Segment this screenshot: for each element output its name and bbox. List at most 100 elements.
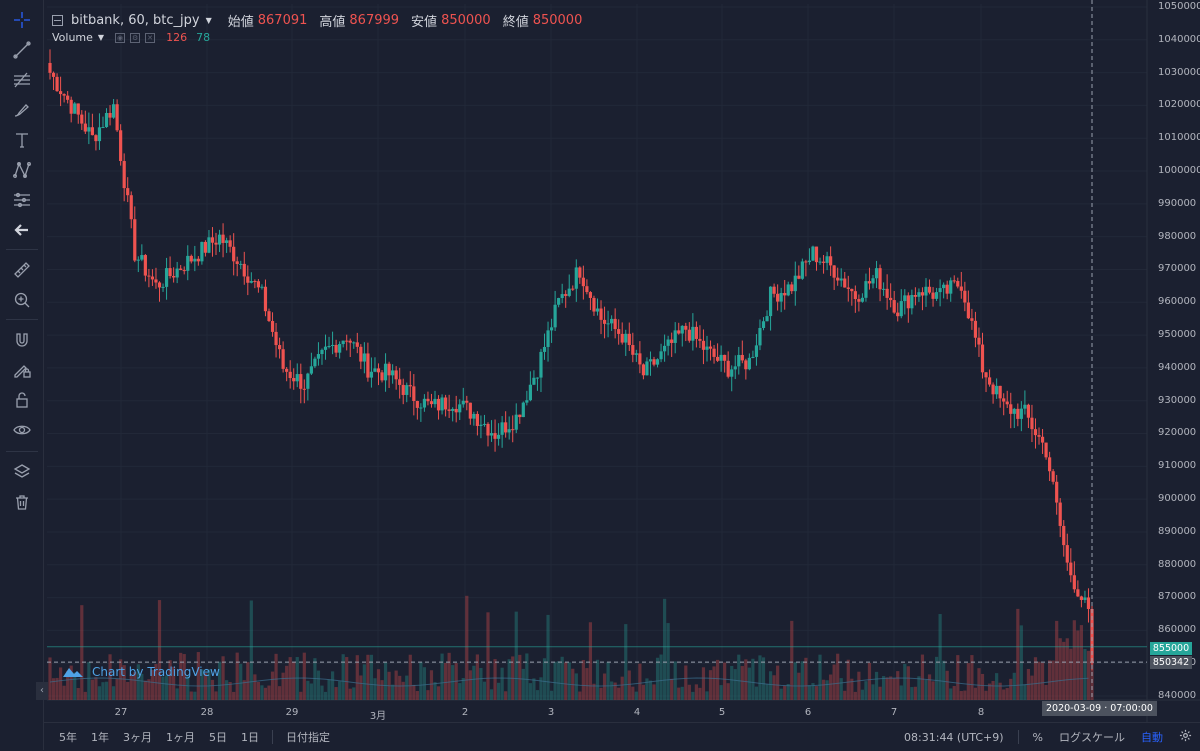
time-tick: 28 <box>200 707 214 718</box>
percent-toggle[interactable]: % <box>1032 730 1043 744</box>
volume-label[interactable]: Volume <box>52 31 93 44</box>
volume-bar <box>631 686 635 700</box>
volume-bar <box>507 659 511 700</box>
candle-body <box>458 404 462 413</box>
candle-body <box>327 346 331 348</box>
volume-bar <box>864 681 868 700</box>
layers-icon[interactable] <box>8 460 36 484</box>
candle-body <box>426 398 430 402</box>
candle-body <box>617 329 621 334</box>
candle-body <box>610 318 614 324</box>
volume-bar <box>277 686 282 700</box>
volume-bar <box>903 663 907 700</box>
range-5y-button[interactable]: 5年 <box>59 730 77 744</box>
range-3m-button[interactable]: 3ヶ月 <box>123 730 152 744</box>
close-icon[interactable]: ✕ <box>145 32 156 43</box>
candle-body <box>595 308 600 312</box>
candle-body <box>150 276 155 280</box>
candle-body <box>500 422 504 435</box>
volume-bar <box>542 658 547 700</box>
fib-icon[interactable] <box>8 68 36 92</box>
zoom-icon[interactable] <box>8 288 36 312</box>
price-chart[interactable] <box>0 0 1200 722</box>
volume-bar <box>567 662 571 700</box>
candle-body <box>299 374 303 389</box>
candle-body <box>489 433 494 436</box>
brush-icon[interactable] <box>8 98 36 122</box>
candle-body <box>670 339 674 343</box>
range-1y-button[interactable]: 1年 <box>91 730 109 744</box>
text-icon[interactable] <box>8 128 36 152</box>
date-range-button[interactable]: 日付指定 <box>286 730 330 744</box>
candle-body <box>66 95 70 100</box>
candle-body <box>465 400 469 403</box>
volume-bar <box>133 672 137 700</box>
candle-body <box>164 268 169 287</box>
collapse-toolbar-icon[interactable]: ‹ <box>36 682 48 700</box>
price-tick: 910000 <box>1158 460 1197 472</box>
time-tick: 2 <box>461 707 469 718</box>
auto-scale-toggle[interactable]: 自動 <box>1141 731 1163 744</box>
volume-bar <box>373 678 377 700</box>
crosshair-icon[interactable] <box>8 8 36 32</box>
trash-icon[interactable] <box>8 490 36 514</box>
candle-body <box>214 242 218 245</box>
volume-bar <box>429 670 434 700</box>
candle-body <box>641 364 646 376</box>
candle-body <box>203 241 208 253</box>
time-tick: 3 <box>547 707 555 718</box>
volume-bar <box>818 654 822 700</box>
volume-bar <box>670 678 674 700</box>
candle-body <box>468 402 472 419</box>
candle-body <box>387 363 391 376</box>
symbol-title[interactable]: bitbank, 60, btc_jpy <box>71 12 200 28</box>
candle-body <box>316 354 321 359</box>
price-tick: 1040000 <box>1158 33 1200 45</box>
candle-body <box>518 414 522 418</box>
candle-body <box>101 127 105 129</box>
volume-bar <box>309 683 313 700</box>
price-tick: 860000 <box>1158 624 1197 636</box>
volume-bar <box>214 691 218 700</box>
volume-bar <box>458 683 462 700</box>
candle-body <box>154 279 158 283</box>
eye-icon[interactable] <box>8 418 36 442</box>
pattern-icon[interactable] <box>8 158 36 182</box>
range-1m-button[interactable]: 1ヶ月 <box>166 730 195 744</box>
bottom-toolbar: 5年 1年 3ヶ月 1ヶ月 5日 1日 日付指定 08:31:44 (UTC+9… <box>44 722 1200 750</box>
forecast-icon[interactable] <box>8 188 36 212</box>
settings-icon[interactable]: ⚙ <box>130 32 141 43</box>
eye-toggle-icon[interactable]: ◉ <box>115 32 126 43</box>
magnet-icon[interactable] <box>8 328 36 352</box>
chevron-down-icon[interactable]: ▼ <box>205 15 212 25</box>
ruler-icon[interactable] <box>8 258 36 282</box>
volume-bar <box>984 690 988 700</box>
candle-body <box>288 371 292 379</box>
volume-bar <box>164 675 169 700</box>
volume-bar <box>1051 660 1055 700</box>
tradingview-watermark[interactable]: Chart by TradingView <box>62 665 220 679</box>
log-scale-toggle[interactable]: ログスケール <box>1059 731 1125 744</box>
volume-bar <box>408 654 412 700</box>
unlock-icon[interactable] <box>8 388 36 412</box>
clock[interactable]: 08:31:44 (UTC+9) <box>904 730 1004 744</box>
candle-body <box>768 286 773 317</box>
gear-icon[interactable] <box>1171 729 1200 745</box>
chevron-down-icon[interactable]: ▼ <box>97 33 105 42</box>
volume-bar <box>210 679 215 700</box>
volume-bar <box>440 653 444 700</box>
collapse-legend-icon[interactable] <box>52 14 63 26</box>
volume-bar <box>783 685 787 700</box>
lock-drawing-icon[interactable] <box>8 358 36 382</box>
candle-body <box>730 369 734 377</box>
candle-body <box>1065 545 1069 563</box>
range-5d-button[interactable]: 5日 <box>209 730 227 744</box>
candle-body <box>924 286 928 296</box>
trend-line-icon[interactable] <box>8 38 36 62</box>
volume-bar <box>906 666 910 700</box>
range-1d-button[interactable]: 1日 <box>241 730 259 744</box>
candle-body <box>1023 404 1027 409</box>
volume-bar <box>94 677 98 700</box>
candle-body <box>140 255 144 260</box>
back-arrow-icon[interactable] <box>8 218 36 242</box>
